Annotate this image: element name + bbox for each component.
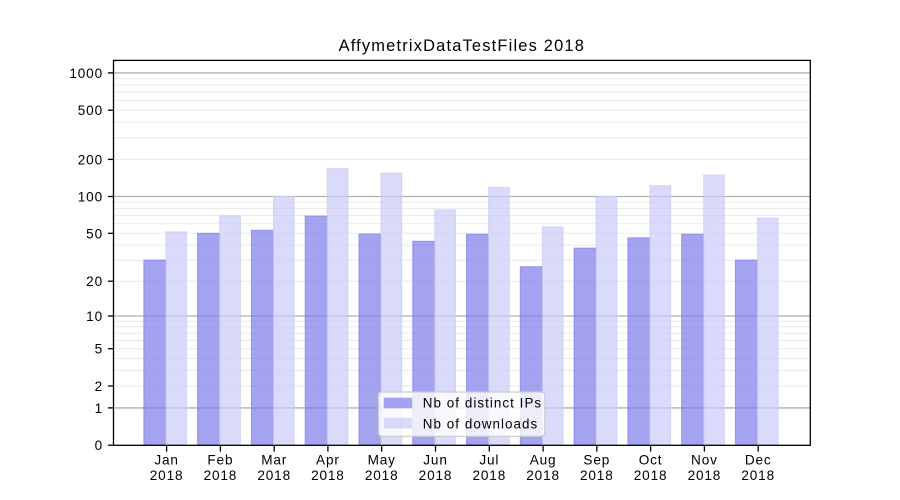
svg-text:Dec: Dec	[745, 453, 772, 468]
svg-text:2018: 2018	[311, 468, 345, 483]
svg-text:Mar: Mar	[261, 453, 287, 468]
svg-text:2018: 2018	[634, 468, 668, 483]
svg-text:1: 1	[95, 401, 103, 416]
svg-text:Nov: Nov	[691, 453, 718, 468]
svg-text:5: 5	[95, 342, 103, 357]
svg-text:Jan: Jan	[154, 453, 178, 468]
svg-text:Jul: Jul	[479, 453, 499, 468]
svg-text:2018: 2018	[150, 468, 184, 483]
svg-text:2018: 2018	[526, 468, 560, 483]
svg-text:2018: 2018	[741, 468, 775, 483]
svg-text:Oct: Oct	[639, 453, 663, 468]
svg-text:2018: 2018	[419, 468, 453, 483]
svg-text:20: 20	[86, 274, 103, 289]
svg-text:100: 100	[78, 190, 103, 205]
svg-text:2018: 2018	[204, 468, 238, 483]
svg-text:Aug: Aug	[530, 453, 557, 468]
svg-text:May: May	[368, 453, 396, 468]
svg-text:Nb of downloads: Nb of downloads	[423, 416, 539, 431]
svg-text:Nb of distinct IPs: Nb of distinct IPs	[423, 396, 542, 411]
svg-text:10: 10	[86, 309, 103, 324]
svg-text:2018: 2018	[688, 468, 722, 483]
svg-text:2: 2	[95, 379, 103, 394]
svg-text:50: 50	[86, 226, 103, 241]
svg-text:200: 200	[78, 152, 103, 167]
svg-text:AffymetrixDataTestFiles 2018: AffymetrixDataTestFiles 2018	[339, 37, 585, 55]
svg-text:2018: 2018	[365, 468, 399, 483]
svg-text:Apr: Apr	[316, 453, 340, 468]
svg-text:2018: 2018	[580, 468, 614, 483]
svg-text:1000: 1000	[69, 66, 103, 81]
svg-text:500: 500	[78, 103, 103, 118]
svg-text:Sep: Sep	[583, 453, 610, 468]
svg-text:0: 0	[95, 438, 103, 453]
svg-text:Feb: Feb	[207, 453, 233, 468]
svg-text:2018: 2018	[257, 468, 291, 483]
svg-text:2018: 2018	[472, 468, 506, 483]
svg-text:Jun: Jun	[423, 453, 447, 468]
